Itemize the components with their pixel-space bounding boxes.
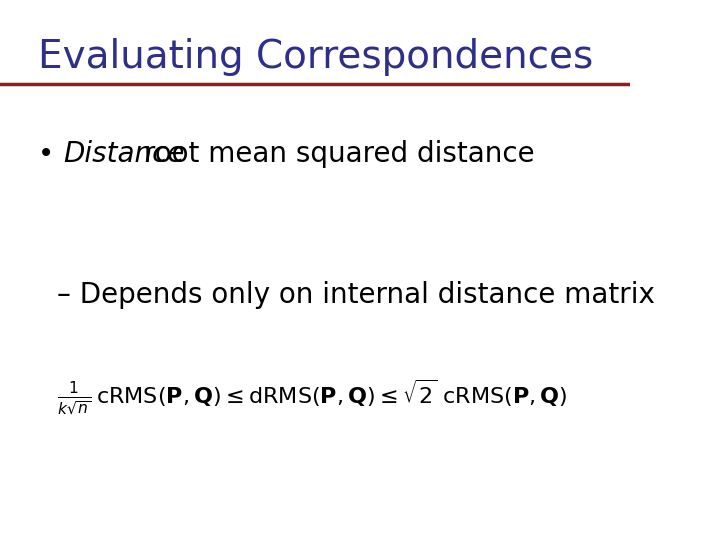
Text: – Depends only on internal distance matrix: – Depends only on internal distance matr… [57,281,654,309]
Text: Evaluating Correspondences: Evaluating Correspondences [37,38,593,76]
Text: root mean squared distance: root mean squared distance [135,140,535,168]
Text: Distance: Distance [63,140,184,168]
Text: $\frac{1}{k\sqrt{n}}\,\mathrm{cRMS}(\mathbf{P},\mathbf{Q}) \leq \mathrm{dRMS}(\m: $\frac{1}{k\sqrt{n}}\,\mathrm{cRMS}(\mat… [57,378,567,417]
Text: •: • [37,140,54,168]
